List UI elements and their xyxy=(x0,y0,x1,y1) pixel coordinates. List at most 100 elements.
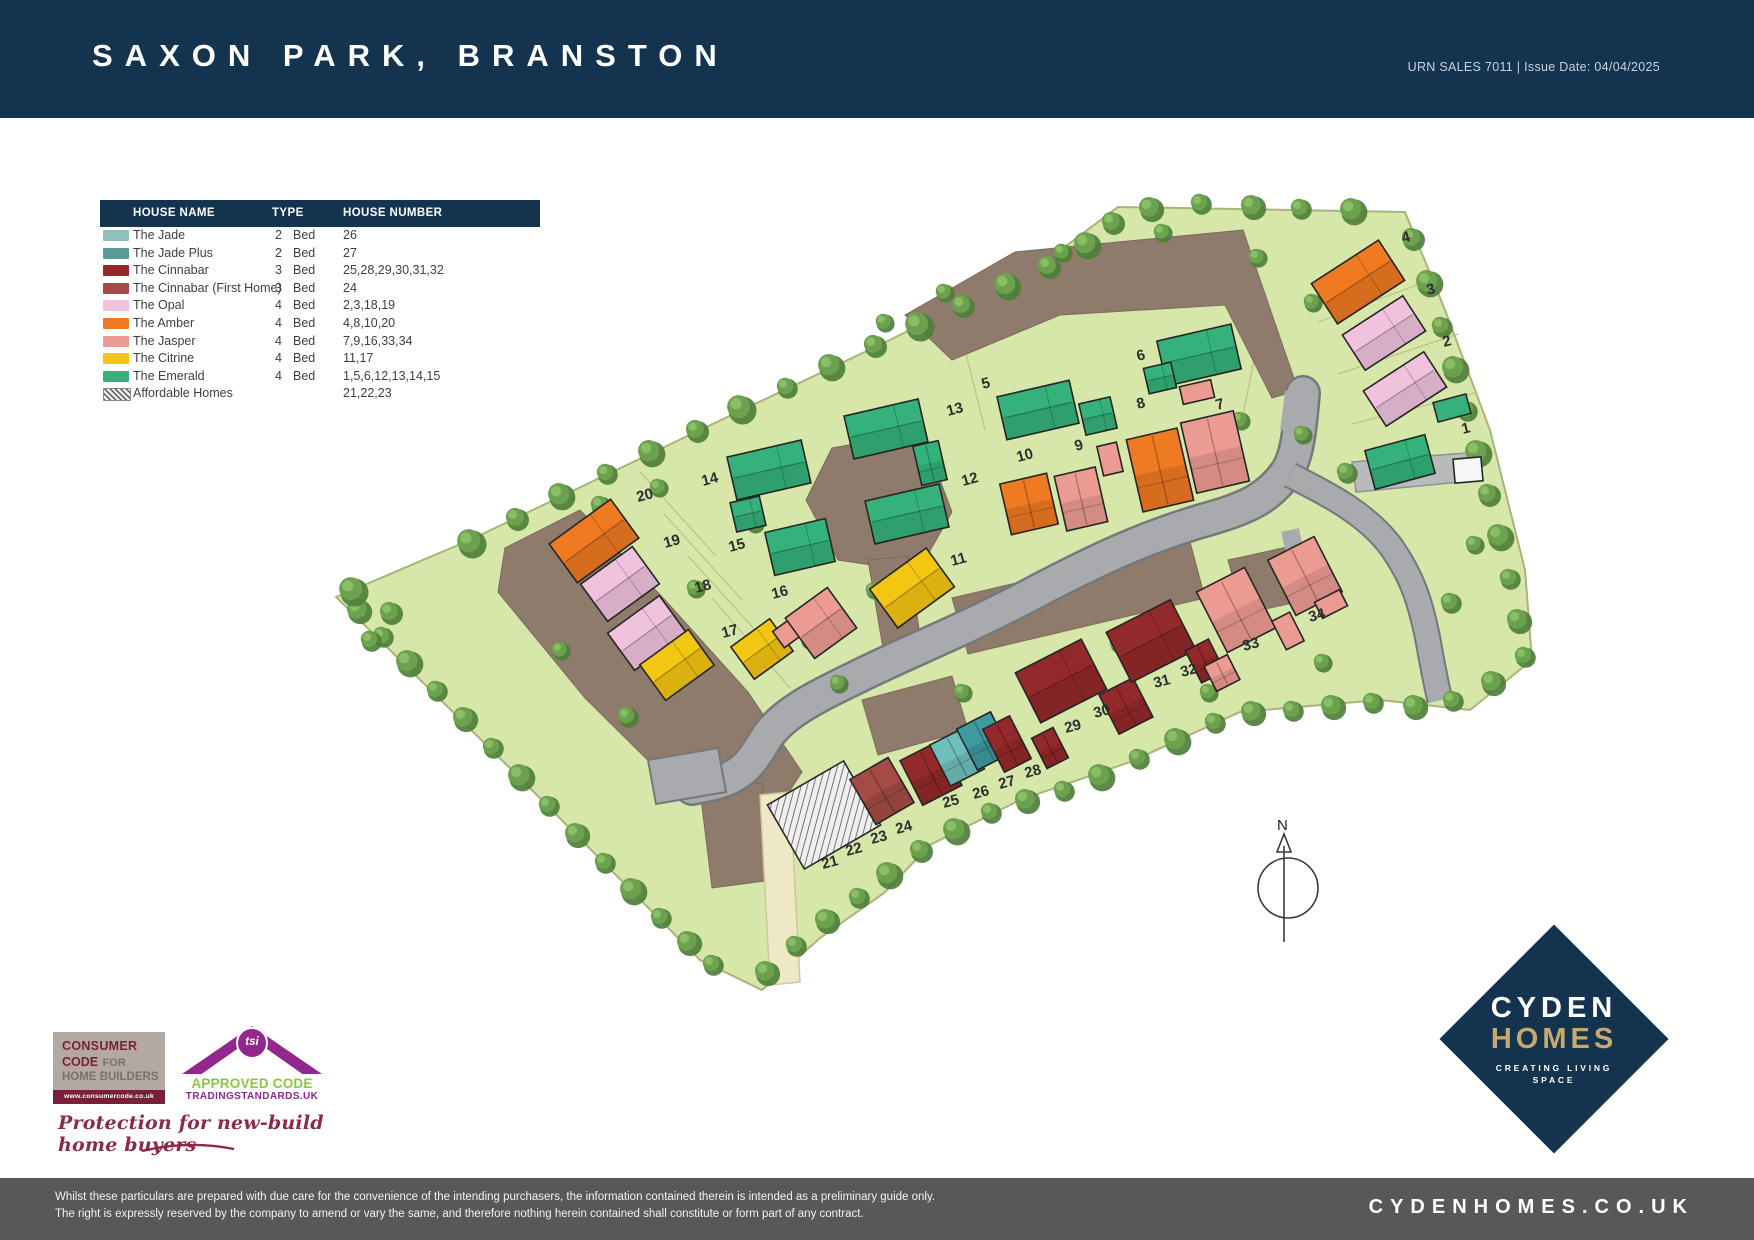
tree xyxy=(875,313,895,333)
house-opal xyxy=(579,545,661,623)
legend-bed-label: Bed xyxy=(293,368,316,383)
tree xyxy=(596,463,618,485)
legend-bed-label: Bed xyxy=(293,333,316,348)
plot-number-24: 24 xyxy=(894,817,915,838)
legend-swatch xyxy=(103,265,129,277)
tagline-swoosh xyxy=(141,1143,235,1153)
tree xyxy=(1088,764,1116,792)
legend-house-name: The Emerald xyxy=(133,368,205,383)
plot-number-19: 19 xyxy=(662,531,683,552)
tree xyxy=(1240,194,1267,221)
tree xyxy=(876,862,904,890)
house-cinnabar xyxy=(1014,638,1108,724)
cyden-line1: CYDEN xyxy=(1490,992,1618,1025)
tree xyxy=(1074,232,1102,260)
legend-swatch-hatched xyxy=(103,388,131,402)
plot-number-17: 17 xyxy=(720,621,741,642)
tree xyxy=(1138,196,1165,223)
disclaimer-line1: Whilst these particulars are prepared wi… xyxy=(55,1191,936,1203)
tree xyxy=(1416,270,1444,298)
plot-number-27: 27 xyxy=(997,772,1018,793)
house-jasper xyxy=(1313,588,1349,620)
plot-number-18: 18 xyxy=(693,576,714,597)
legend-house-name: The Jade xyxy=(133,228,186,242)
legend-swatch xyxy=(103,300,129,312)
tree xyxy=(1340,198,1368,226)
house-opal xyxy=(606,594,688,672)
house-jasper xyxy=(784,586,858,660)
legend-swatch xyxy=(103,230,129,241)
tree xyxy=(951,294,975,318)
cyden-homes-logo: CYDEN HOMES CREATING LIVING SPACE xyxy=(1439,924,1669,1154)
legend-row: The Cinnabar 3 Bed 25,28,29,30,31,32 xyxy=(100,262,540,280)
tree xyxy=(1053,243,1073,263)
north-compass: N xyxy=(1257,817,1319,942)
legend-row: The Opal 4 Bed 2,3,18,19 xyxy=(100,297,540,315)
legend-bed-label: Bed xyxy=(293,351,316,366)
tree xyxy=(638,440,666,468)
compass-n-label: N xyxy=(1277,817,1288,834)
house-emerald xyxy=(843,398,929,460)
tree xyxy=(452,706,479,733)
tree xyxy=(548,483,576,511)
house-jasper xyxy=(1270,611,1306,651)
house-emerald xyxy=(864,483,950,545)
tree xyxy=(980,802,1002,824)
legend-house-name: The Jasper xyxy=(133,333,196,348)
tree xyxy=(829,674,849,694)
house-emerald xyxy=(996,379,1080,441)
legend-swatch xyxy=(103,247,129,259)
protection-tagline: Protection for new-build home buyers xyxy=(58,1112,324,1156)
house-citrine xyxy=(868,546,956,630)
tree xyxy=(457,529,487,559)
footer-disclaimer: Whilst these particulars are prepared wi… xyxy=(55,1189,935,1224)
tree xyxy=(702,954,724,976)
tree xyxy=(396,650,424,678)
tsi-approved-code-logo: tsi APPROVED CODE TRADINGSTANDARDS.UK xyxy=(182,1026,322,1102)
consumer-code-logo: CONSUMER CODE FOR HOME BUILDERS www.cons… xyxy=(53,1032,165,1104)
legend-bed-count: 4 xyxy=(275,351,282,366)
tree xyxy=(686,579,706,599)
legend-house-numbers: 25,28,29,30,31,32 xyxy=(343,263,444,278)
tree xyxy=(1477,483,1501,507)
tree xyxy=(1190,193,1212,215)
plot-number-30: 30 xyxy=(1092,701,1113,722)
legend-bed-count: 3 xyxy=(275,263,282,278)
legend-row: The Amber 4 Bed 4,8,10,20 xyxy=(100,315,540,333)
plot-number-16: 16 xyxy=(770,582,791,603)
plot-number-12: 12 xyxy=(960,469,981,490)
tree xyxy=(754,960,781,987)
tsi-badge: tsi xyxy=(236,1027,268,1059)
tree xyxy=(594,852,616,874)
tree xyxy=(1199,683,1219,703)
tree xyxy=(1282,700,1304,722)
cyden-line3: CREATING LIVING xyxy=(1495,1062,1613,1073)
legend-col-type: TYPE xyxy=(272,207,304,219)
footer-website-link[interactable]: CYDENHOMES.CO.UK xyxy=(1368,1196,1694,1218)
tree xyxy=(505,507,529,531)
house-citrine xyxy=(638,628,716,702)
house-emerald xyxy=(763,517,837,577)
tree xyxy=(1442,356,1470,384)
tree xyxy=(1514,646,1536,668)
tsi-approved-code-text: APPROVED CODE xyxy=(191,1076,313,1091)
house-emerald xyxy=(1077,395,1119,437)
tree xyxy=(676,930,703,957)
house-cinnabar_fh xyxy=(848,756,916,826)
legend-house-numbers: 11,17 xyxy=(343,351,374,366)
legend-row: The Jade Plus 2 Bed 27 xyxy=(100,245,540,263)
plot-number-20: 20 xyxy=(635,485,656,506)
legend-house-name: The Cinnabar (First Home) xyxy=(133,280,282,295)
header-bar: SAXON PARK, BRANSTON URN SALES 7011 | Is… xyxy=(0,0,1754,118)
tree xyxy=(863,334,887,358)
plot-number-31: 31 xyxy=(1152,671,1173,692)
tree xyxy=(379,601,403,625)
cyden-homes-logo-text: CYDEN HOMES CREATING LIVING SPACE xyxy=(1453,938,1655,1140)
legend-house-numbers: 7,9,16,33,34 xyxy=(343,333,413,348)
tree xyxy=(360,630,382,652)
legend-house-numbers: 26 xyxy=(343,228,357,242)
legend-row: The Jade 2 Bed 26 xyxy=(100,227,540,245)
